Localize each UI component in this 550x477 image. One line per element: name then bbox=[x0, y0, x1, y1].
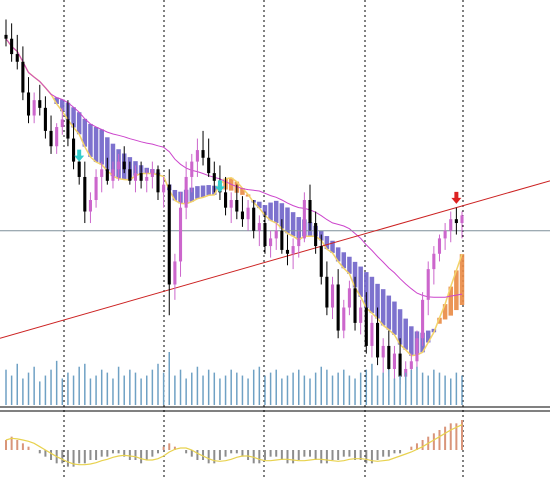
slow-ma-line bbox=[5, 38, 463, 298]
candle-body bbox=[308, 200, 312, 224]
candle-body bbox=[285, 249, 290, 254]
candle-body bbox=[426, 269, 430, 300]
oscillator-signal-line bbox=[5, 424, 463, 466]
candle-body bbox=[88, 200, 92, 212]
candle-body bbox=[376, 322, 380, 358]
candle-body bbox=[43, 107, 47, 131]
candle-body bbox=[325, 276, 329, 308]
candle-body bbox=[105, 169, 109, 181]
candle-body bbox=[319, 246, 323, 277]
candle-body bbox=[167, 184, 171, 285]
candle-body bbox=[353, 288, 357, 323]
candle-body bbox=[437, 238, 442, 254]
candle-body bbox=[173, 261, 177, 285]
candle-body bbox=[207, 157, 211, 174]
candle-body bbox=[398, 353, 402, 377]
candle-body bbox=[178, 207, 183, 262]
candle-body bbox=[297, 238, 301, 247]
candle-body bbox=[246, 207, 250, 220]
candle-body bbox=[32, 100, 36, 116]
candle-body bbox=[10, 38, 14, 55]
candle-body bbox=[190, 161, 194, 177]
candle-body bbox=[460, 215, 464, 224]
candle-body bbox=[314, 223, 318, 247]
candle-body bbox=[359, 307, 363, 323]
candle-body bbox=[212, 173, 216, 181]
candle-body bbox=[364, 307, 368, 346]
candle-body bbox=[77, 161, 81, 177]
candle-body bbox=[409, 361, 413, 369]
candle-body bbox=[72, 138, 76, 162]
candle-body bbox=[330, 284, 335, 308]
fast-ma-line bbox=[5, 38, 463, 357]
candle-body bbox=[26, 92, 31, 116]
candle-body bbox=[370, 322, 374, 346]
candle-body bbox=[392, 353, 396, 369]
candle-body bbox=[454, 219, 458, 224]
candle-body bbox=[291, 246, 295, 254]
candle-body bbox=[21, 61, 25, 93]
candle-body bbox=[139, 173, 143, 181]
candle-body bbox=[156, 169, 160, 193]
trend-line bbox=[0, 180, 550, 339]
candle-body bbox=[342, 307, 346, 331]
candle-body bbox=[257, 223, 261, 231]
candle-body bbox=[111, 169, 115, 181]
candle-body bbox=[336, 284, 340, 331]
candle-body bbox=[443, 230, 447, 239]
candle-body bbox=[269, 238, 273, 247]
candle-body bbox=[235, 200, 239, 212]
candle-body bbox=[432, 253, 436, 270]
candle-body bbox=[280, 230, 284, 250]
candle-body bbox=[83, 176, 87, 212]
buy-arrow-icon bbox=[214, 180, 225, 193]
candle-body bbox=[66, 119, 70, 139]
candle-body bbox=[229, 200, 233, 208]
candle-body bbox=[49, 130, 53, 147]
candle-body bbox=[302, 200, 306, 239]
candle-body bbox=[195, 150, 199, 162]
candle-body bbox=[38, 100, 42, 108]
candle-body bbox=[4, 34, 8, 39]
candle-body bbox=[94, 176, 98, 200]
candle-body bbox=[415, 338, 419, 362]
candle-body bbox=[387, 345, 391, 369]
candle-body bbox=[133, 173, 138, 181]
candle-body bbox=[117, 161, 121, 170]
candle-body bbox=[263, 223, 267, 247]
candle-body bbox=[55, 127, 59, 147]
candle-body bbox=[150, 169, 154, 177]
candle-body bbox=[100, 169, 104, 177]
candle-body bbox=[60, 119, 64, 128]
candle-body bbox=[201, 150, 205, 158]
candle-body bbox=[224, 192, 228, 208]
candle-body bbox=[274, 230, 278, 239]
candle-body bbox=[162, 184, 166, 193]
candle-body bbox=[128, 169, 132, 181]
candle-body bbox=[184, 176, 188, 208]
candle-body bbox=[15, 54, 19, 62]
candle-body bbox=[347, 288, 351, 308]
candle-body bbox=[421, 299, 425, 339]
candle-body bbox=[449, 219, 453, 231]
candle-body bbox=[145, 176, 149, 181]
sell-arrow-icon bbox=[451, 191, 462, 204]
candle-body bbox=[122, 161, 126, 170]
candle-body bbox=[240, 211, 244, 220]
candle-body bbox=[381, 345, 385, 358]
buy-arrow-icon bbox=[74, 149, 85, 162]
candle-body bbox=[252, 207, 256, 231]
